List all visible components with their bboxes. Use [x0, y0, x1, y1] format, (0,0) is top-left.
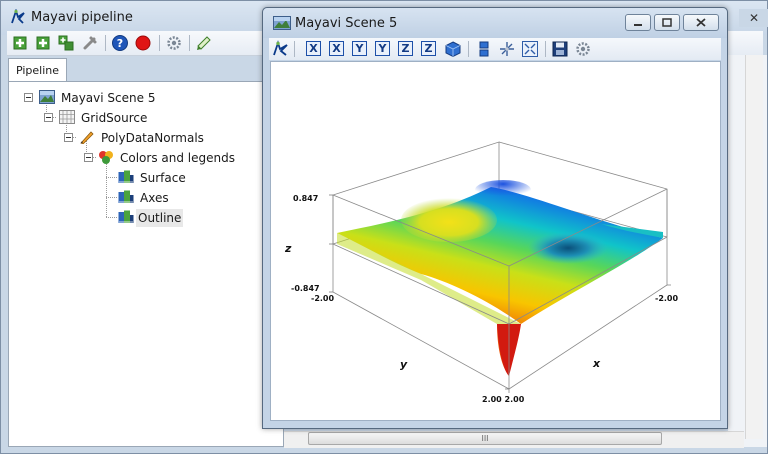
- z-min-label: -0.847: [291, 284, 320, 293]
- add-source-icon[interactable]: [34, 34, 52, 52]
- add-scene-icon[interactable]: [11, 34, 29, 52]
- view-y-plus-button[interactable]: Y: [352, 41, 367, 56]
- expander-gridsource[interactable]: [44, 113, 53, 122]
- parallel-projection-icon[interactable]: [475, 40, 493, 58]
- tree-item-label: GridSource: [81, 110, 148, 125]
- edit-icon[interactable]: [195, 34, 213, 52]
- expander-colors-legends[interactable]: [84, 153, 93, 162]
- scene-window-icon: [273, 16, 291, 30]
- maximize-icon: [662, 18, 672, 27]
- configure-icon[interactable]: [574, 40, 592, 58]
- view-z-minus-button[interactable]: Z: [421, 41, 436, 56]
- axes-indicator-icon[interactable]: [498, 40, 516, 58]
- tree-item-surface[interactable]: Surface: [118, 168, 188, 186]
- isometric-view-icon[interactable]: [444, 40, 462, 58]
- minimize-button[interactable]: [625, 14, 651, 31]
- y-axis-label: y: [400, 358, 408, 371]
- colors-legends-icon: [99, 151, 113, 164]
- axis-ticks: [329, 194, 671, 393]
- tree-item-colors-legends[interactable]: Colors and legends: [98, 148, 237, 166]
- scene-titlebar[interactable]: Mayavi Scene 5: [263, 8, 727, 38]
- filter-icon: [80, 131, 94, 144]
- tree-item-label: Mayavi Scene 5: [61, 90, 156, 105]
- mayavi-logo-icon: [11, 9, 25, 24]
- tree-item-label: Axes: [140, 190, 169, 205]
- view-x-plus-button[interactable]: X: [306, 41, 321, 56]
- mayavi-icon[interactable]: [272, 40, 290, 58]
- record-icon[interactable]: [134, 34, 152, 52]
- svg-text:?: ?: [117, 37, 123, 50]
- pipeline-tree: Mayavi Scene 5 GridSource PolyDataNormal…: [8, 81, 284, 447]
- x-axis-label: x: [592, 357, 601, 370]
- tree-item-label: Colors and legends: [120, 150, 235, 165]
- scene-3d-viewport[interactable]: 0.847 z -0.847 -2.00 -2.00 y x 2.00 2.00: [270, 61, 721, 421]
- grid-source-icon: [59, 110, 75, 124]
- minimize-icon: [634, 24, 642, 26]
- close-icon: [696, 18, 706, 27]
- tab-pipeline[interactable]: Pipeline: [8, 58, 67, 83]
- x-y-max-labels: 2.00 2.00: [482, 395, 525, 404]
- scene-title: Mayavi Scene 5: [295, 16, 398, 31]
- x-min-label: -2.00: [655, 294, 678, 303]
- pipeline-close-button[interactable]: ✕: [739, 9, 768, 27]
- tree-item-polydatanormals[interactable]: PolyDataNormals: [79, 128, 206, 146]
- expander-polydatanormals[interactable]: [64, 133, 73, 142]
- module-icon: [118, 170, 134, 183]
- delete-node-icon[interactable]: [81, 34, 99, 52]
- scene-icon: [39, 90, 55, 104]
- save-icon[interactable]: [551, 40, 569, 58]
- view-z-plus-button[interactable]: Z: [398, 41, 413, 56]
- tree-item-label: PolyDataNormals: [101, 130, 204, 145]
- scene-toolbar: X X Y Y Z Z: [269, 38, 721, 60]
- view-y-minus-button[interactable]: Y: [375, 41, 390, 56]
- close-button[interactable]: [683, 14, 719, 31]
- horizontal-scroll-thumb[interactable]: III: [308, 432, 662, 445]
- y-min-label: -2.00: [311, 294, 334, 303]
- tree-item-outline[interactable]: Outline: [118, 208, 184, 227]
- view-x-minus-button[interactable]: X: [329, 41, 344, 56]
- expander-scene[interactable]: [24, 93, 33, 102]
- z-axis-label: z: [284, 242, 292, 255]
- full-screen-icon[interactable]: [521, 40, 539, 58]
- scene-window: Mayavi Scene 5 X X Y Y Z Z: [262, 7, 728, 429]
- tree-item-scene[interactable]: Mayavi Scene 5: [39, 88, 157, 106]
- settings-icon[interactable]: [165, 34, 183, 52]
- module-icon: [118, 190, 134, 203]
- tree-item-label: Surface: [140, 170, 186, 185]
- tree-item-label: Outline: [136, 208, 184, 227]
- maximize-button[interactable]: [654, 14, 680, 31]
- surface-plot[interactable]: 0.847 z -0.847 -2.00 -2.00 y x 2.00 2.00: [271, 62, 720, 420]
- tree-item-axes[interactable]: Axes: [118, 188, 171, 206]
- tree-item-gridsource[interactable]: GridSource: [59, 108, 149, 126]
- surface: [337, 180, 663, 376]
- z-max-label: 0.847: [293, 194, 318, 203]
- vertical-scrollbar[interactable]: [745, 55, 763, 439]
- pipeline-title: Mayavi pipeline: [31, 10, 133, 25]
- module-icon: [118, 210, 134, 223]
- add-filter-icon[interactable]: [57, 34, 75, 52]
- help-icon[interactable]: ?: [111, 34, 129, 52]
